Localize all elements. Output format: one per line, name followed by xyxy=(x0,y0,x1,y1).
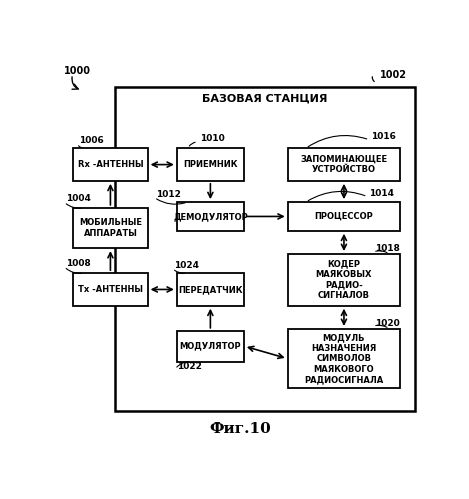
Text: 1004: 1004 xyxy=(66,195,91,204)
Text: 1006: 1006 xyxy=(79,136,103,145)
FancyBboxPatch shape xyxy=(287,202,400,231)
Text: ЗАПОМИНАЮЩЕЕ
УСТРОЙСТВО: ЗАПОМИНАЮЩЕЕ УСТРОЙСТВО xyxy=(300,155,387,174)
FancyBboxPatch shape xyxy=(73,148,148,181)
Text: 1022: 1022 xyxy=(177,362,202,371)
FancyBboxPatch shape xyxy=(115,87,415,412)
Text: БАЗОВАЯ СТАНЦИЯ: БАЗОВАЯ СТАНЦИЯ xyxy=(202,93,327,103)
Text: ДЕМОДУЛЯТОР: ДЕМОДУЛЯТОР xyxy=(173,212,248,221)
FancyBboxPatch shape xyxy=(177,148,244,181)
Text: Tx -АНТЕННЫ: Tx -АНТЕННЫ xyxy=(78,285,143,294)
Text: МОБИЛЬНЫЕ
АППАРАТЫ: МОБИЛЬНЫЕ АППАРАТЫ xyxy=(79,218,142,238)
Text: 1024: 1024 xyxy=(174,261,199,270)
FancyBboxPatch shape xyxy=(287,329,400,388)
Text: ПРИЕМНИК: ПРИЕМНИК xyxy=(183,160,238,169)
FancyBboxPatch shape xyxy=(73,273,148,306)
Text: 1020: 1020 xyxy=(375,318,400,327)
FancyBboxPatch shape xyxy=(287,254,400,306)
FancyBboxPatch shape xyxy=(73,208,148,248)
Text: ПЕРЕДАТЧИК: ПЕРЕДАТЧИК xyxy=(178,285,242,294)
Text: МОДУЛЬ
НАЗНАЧЕНИЯ
СИМВОЛОВ
МАЯКОВОГО
РАДИОСИГНАЛА: МОДУЛЬ НАЗНАЧЕНИЯ СИМВОЛОВ МАЯКОВОГО РАД… xyxy=(304,333,384,384)
FancyBboxPatch shape xyxy=(287,148,400,181)
Text: МОДУЛЯТОР: МОДУЛЯТОР xyxy=(180,342,241,351)
Text: Rx -АНТЕННЫ: Rx -АНТЕННЫ xyxy=(77,160,143,169)
Text: ПРОЦЕССОР: ПРОЦЕССОР xyxy=(315,212,373,221)
FancyBboxPatch shape xyxy=(177,273,244,306)
Text: 1000: 1000 xyxy=(64,66,91,76)
Text: 1008: 1008 xyxy=(66,259,91,268)
Text: 1014: 1014 xyxy=(370,189,394,198)
Text: Фиг.10: Фиг.10 xyxy=(210,422,271,436)
Text: 1012: 1012 xyxy=(156,190,181,199)
Text: 1010: 1010 xyxy=(200,134,224,143)
FancyBboxPatch shape xyxy=(177,331,244,361)
Text: 1002: 1002 xyxy=(380,70,407,80)
Text: 1018: 1018 xyxy=(375,245,400,253)
FancyBboxPatch shape xyxy=(177,202,244,231)
Text: КОДЕР
МАЯКОВЫХ
РАДИО-
СИГНАЛОВ: КОДЕР МАЯКОВЫХ РАДИО- СИГНАЛОВ xyxy=(316,260,372,300)
Text: 1016: 1016 xyxy=(371,132,396,141)
